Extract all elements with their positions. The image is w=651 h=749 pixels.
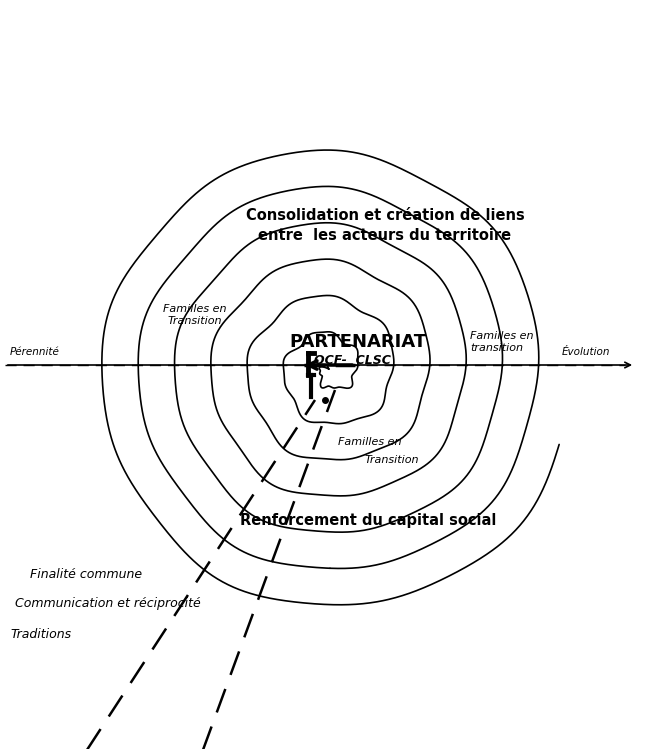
Text: Transition: Transition [365,455,419,465]
Text: Finalité commune: Finalité commune [30,568,142,580]
Text: Consolidation et création de liens: Consolidation et création de liens [245,207,524,222]
Text: entre  les acteurs du territoire: entre les acteurs du territoire [258,228,512,243]
Text: OCF-  CLSC: OCF- CLSC [314,354,391,366]
Text: Familles en
transition: Familles en transition [470,331,534,353]
Text: Évolution: Évolution [562,347,610,357]
Text: PARTENARIAT: PARTENARIAT [290,333,426,351]
Text: Familles en
Transition: Familles en Transition [163,304,227,326]
Text: Pérennité: Pérennité [10,347,60,357]
Text: Traditions: Traditions [10,628,71,640]
Text: Renforcement du capital social: Renforcement du capital social [240,512,496,527]
Text: Communication et réciprocité: Communication et réciprocité [15,598,201,610]
Text: Familles en: Familles en [338,437,402,447]
